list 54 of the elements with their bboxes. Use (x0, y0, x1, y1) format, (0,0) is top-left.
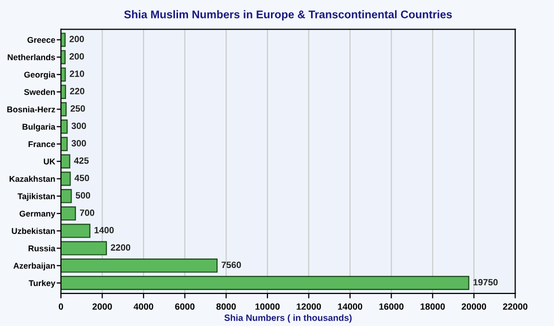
data-label: 19750 (473, 279, 498, 286)
bar (60, 206, 76, 221)
x-axis-title: Shia Numbers ( in thousands) (224, 314, 352, 323)
chart-title: Shia Muslim Numbers in Europe & Transcontinental Countries (124, 10, 452, 21)
data-label: 250 (70, 105, 85, 112)
y-tick-label: Tajikistan (18, 193, 55, 201)
data-label: 1400 (94, 226, 114, 234)
bar (60, 241, 107, 256)
x-tick-label: 0 (58, 303, 64, 310)
y-tick-label: Turkey (28, 280, 56, 288)
data-label: 425 (74, 157, 89, 164)
x-tick-label: 10000 (255, 303, 280, 310)
x-tick-label: 14000 (338, 303, 362, 310)
y-tick-label: Russia (28, 245, 56, 252)
y-tick-label: Uzbekistan (12, 228, 55, 234)
data-label: 300 (72, 122, 86, 130)
x-tick-label: 6000 (175, 303, 195, 310)
y-tick-label: Azerbaijan (13, 262, 55, 270)
x-tick-label: 18000 (420, 303, 445, 310)
bar (60, 189, 72, 204)
y-tick-label: Bosnia-Herz (7, 106, 56, 112)
y-tick-label: Sweden (24, 88, 55, 95)
data-label: 700 (80, 210, 94, 216)
data-label: 450 (74, 174, 90, 182)
data-label: 500 (76, 192, 90, 199)
y-tick-label: Georgia (24, 71, 56, 80)
bar (60, 224, 90, 238)
x-tick-label: 20000 (462, 303, 486, 310)
bar (60, 276, 470, 290)
y-tick-label: Netherlands (8, 54, 56, 60)
data-label: 7560 (222, 262, 241, 268)
data-label: 300 (72, 140, 86, 146)
data-label: 200 (70, 36, 84, 42)
y-tick-label: Germany (20, 210, 56, 218)
data-label: 220 (70, 88, 84, 94)
bar (60, 102, 67, 116)
bar (60, 67, 66, 82)
y-tick-label: France (28, 141, 56, 148)
x-tick-label: 4000 (134, 303, 154, 310)
x-tick-label: 8000 (216, 303, 236, 310)
data-label: 2200 (110, 244, 130, 251)
x-tick-label: 2000 (92, 303, 112, 310)
x-tick-label: 16000 (379, 303, 404, 310)
x-tick-label: 22000 (502, 303, 528, 310)
bar (60, 172, 71, 186)
data-label: 210 (70, 70, 84, 77)
y-tick-label: Bulgaria (22, 124, 56, 132)
bar (60, 258, 218, 273)
y-tick-label: UK (44, 158, 56, 164)
x-tick-label: 12000 (296, 303, 321, 310)
y-tick-label: Greece (27, 36, 56, 43)
bar (60, 154, 70, 168)
data-label: 200 (70, 53, 84, 60)
y-tick-label: Kazakhstan (10, 176, 55, 182)
